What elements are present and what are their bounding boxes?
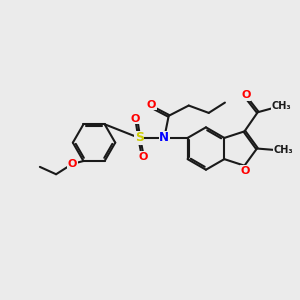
Text: O: O [147,100,156,110]
Text: CH₃: CH₃ [273,145,293,155]
Text: O: O [68,159,77,169]
Text: O: O [240,166,250,176]
Text: O: O [241,91,250,100]
Text: O: O [68,159,77,169]
Text: S: S [135,131,144,144]
Text: O: O [240,166,250,176]
Text: N: N [159,131,169,144]
Text: O: O [147,100,156,110]
Text: N: N [159,131,169,144]
Text: O: O [241,91,250,100]
Text: O: O [131,114,140,124]
Text: O: O [139,152,148,162]
Text: O: O [139,152,148,162]
Text: CH₃: CH₃ [272,101,291,111]
Text: O: O [131,114,140,124]
